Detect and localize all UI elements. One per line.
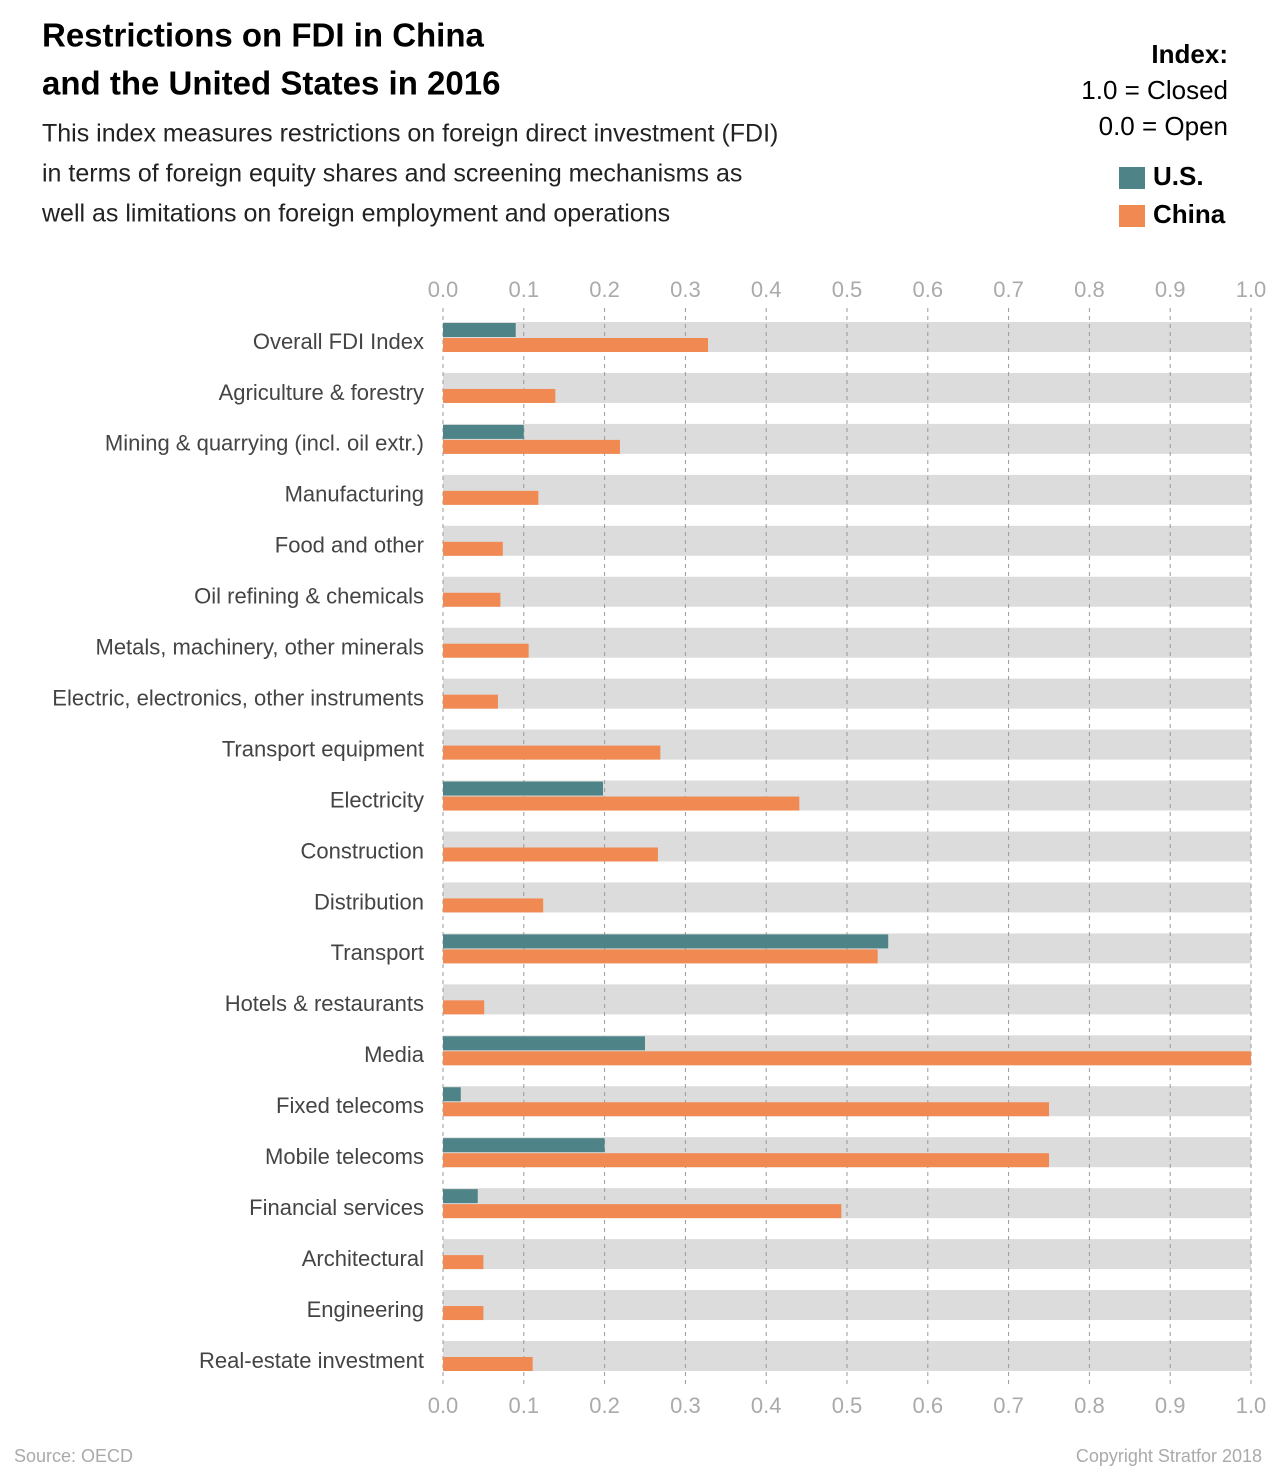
x-tick-label: 0.9 — [1155, 1393, 1186, 1418]
x-tick-label: 0.7 — [993, 1393, 1024, 1418]
y-tick-label: Media — [364, 1042, 425, 1067]
bar — [443, 1000, 485, 1015]
copyright: Copyright Stratfor 2018 — [1076, 1446, 1262, 1466]
bar — [443, 781, 603, 796]
y-tick-label: Manufacturing — [285, 482, 424, 507]
legend-swatch — [1119, 167, 1145, 189]
y-tick-label: Real-estate investment — [199, 1348, 424, 1373]
y-tick-label: Engineering — [307, 1297, 424, 1322]
y-tick-label: Metals, machinery, other minerals — [96, 635, 425, 660]
bar — [443, 592, 501, 607]
x-tick-label: 0.5 — [832, 277, 863, 302]
x-tick-label: 1.0 — [1236, 277, 1267, 302]
y-tick-label: Transport equipment — [222, 736, 424, 761]
y-tick-label: Fixed telecoms — [276, 1093, 424, 1118]
x-tick-label: 0.2 — [589, 1393, 620, 1418]
bar — [443, 745, 661, 760]
y-tick-label: Mining & quarrying (incl. oil extr.) — [105, 431, 424, 456]
bar — [443, 1189, 478, 1204]
legend-title: Index: — [1151, 39, 1228, 69]
x-tick-label: 0.8 — [1074, 277, 1105, 302]
x-tick-label: 0.0 — [428, 1393, 459, 1418]
y-tick-label: Distribution — [314, 889, 424, 914]
bar — [443, 1153, 1049, 1168]
bar — [443, 338, 709, 352]
bar — [443, 323, 516, 337]
bar — [443, 1204, 842, 1219]
x-tick-label: 0.0 — [428, 277, 459, 302]
y-tick-label: Electric, electronics, other instruments — [52, 685, 424, 710]
bar — [443, 439, 620, 454]
x-tick-label: 0.4 — [751, 1393, 782, 1418]
x-tick-label: 1.0 — [1236, 1393, 1267, 1418]
source: Source: OECD — [14, 1446, 133, 1466]
bar — [443, 490, 539, 505]
y-tick-label: Food and other — [275, 533, 424, 558]
bar — [443, 541, 503, 556]
y-tick-label: Financial services — [249, 1195, 424, 1220]
legend-note: 0.0 = Open — [1099, 111, 1228, 141]
x-tick-label: 0.6 — [913, 1393, 944, 1418]
y-tick-label: Agriculture & forestry — [219, 380, 424, 405]
bar — [443, 424, 524, 439]
bar — [443, 694, 498, 709]
y-tick-label: Oil refining & chemicals — [194, 584, 424, 609]
x-tick-label: 0.3 — [670, 277, 701, 302]
bar — [443, 847, 658, 862]
subtitle: in terms of foreign equity shares and sc… — [42, 160, 742, 188]
x-tick-label: 0.8 — [1074, 1393, 1105, 1418]
x-tick-label: 0.1 — [509, 277, 540, 302]
bar — [443, 898, 544, 913]
bar — [443, 643, 529, 658]
bar — [443, 1138, 605, 1153]
bar — [443, 1255, 484, 1270]
legend-swatch — [1119, 205, 1145, 227]
y-tick-label: Transport — [331, 940, 424, 965]
bar — [443, 1357, 533, 1371]
bar — [443, 1102, 1049, 1117]
x-tick-label: 0.9 — [1155, 277, 1186, 302]
legend-note: 1.0 = Closed — [1081, 75, 1228, 105]
chart-title: Restrictions on FDI in China — [42, 17, 485, 54]
subtitle: This index measures restrictions on fore… — [42, 120, 778, 148]
x-tick-label: 0.3 — [670, 1393, 701, 1418]
chart-title: and the United States in 2016 — [42, 65, 500, 102]
x-tick-label: 0.7 — [993, 277, 1024, 302]
y-tick-label: Architectural — [302, 1246, 424, 1271]
bar — [443, 1087, 461, 1102]
x-tick-label: 0.5 — [832, 1393, 863, 1418]
x-tick-label: 0.1 — [509, 1393, 540, 1418]
bar — [443, 1036, 645, 1051]
y-tick-label: Hotels & restaurants — [225, 991, 424, 1016]
bar — [443, 1306, 484, 1321]
bar — [443, 934, 889, 949]
y-tick-label: Construction — [300, 838, 424, 863]
y-tick-label: Electricity — [330, 787, 424, 812]
bar — [443, 1051, 1251, 1066]
x-tick-label: 0.6 — [913, 277, 944, 302]
legend-label: China — [1153, 199, 1226, 229]
bar — [443, 949, 878, 964]
x-tick-label: 0.4 — [751, 277, 782, 302]
y-tick-label: Overall FDI Index — [253, 329, 424, 354]
subtitle: well as limitations on foreign employmen… — [41, 200, 670, 228]
y-tick-label: Mobile telecoms — [265, 1144, 424, 1169]
x-tick-label: 0.2 — [589, 277, 620, 302]
bar — [443, 796, 800, 811]
legend-label: U.S. — [1153, 161, 1204, 191]
bar — [443, 388, 556, 403]
